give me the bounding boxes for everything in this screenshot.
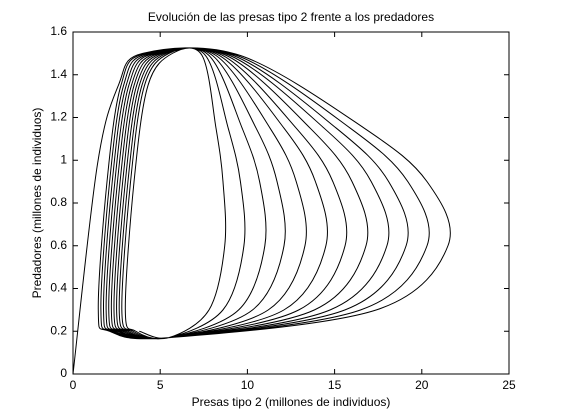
y-tick-label: 0.6 (50, 238, 67, 252)
y-tick-label: 1.6 (50, 24, 67, 38)
y-tick-label: 0.4 (50, 281, 67, 295)
y-tick-label: 0.8 (50, 195, 67, 209)
x-tick-label: 0 (70, 378, 77, 392)
y-tick-label: 1.2 (50, 110, 67, 124)
y-tick-label: 1 (60, 152, 67, 166)
x-tick-label: 5 (157, 378, 164, 392)
y-tick-label: 1.4 (50, 67, 67, 81)
x-tick-label: 25 (502, 378, 516, 392)
plot-area (72, 31, 510, 375)
x-tick-label: 15 (328, 378, 342, 392)
y-axis-label: Predadores (millones de individuos) (30, 108, 44, 299)
trajectory-line (72, 47, 451, 375)
chart-title: Evolución de las presas tipo 2 frente a … (148, 10, 434, 24)
x-tick-label: 20 (415, 378, 429, 392)
x-axis-label: Presas tipo 2 (millones de individuos) (192, 395, 391, 409)
y-tick-label: 0.2 (50, 323, 67, 337)
x-tick-label: 10 (241, 378, 255, 392)
y-tick-label: 0 (60, 366, 67, 380)
